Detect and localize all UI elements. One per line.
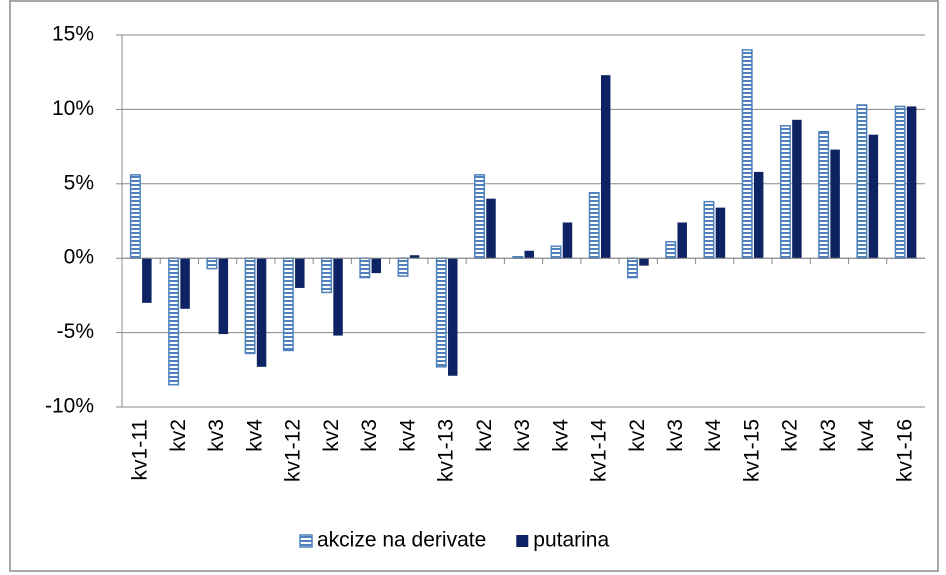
bar	[792, 119, 802, 259]
bar	[371, 258, 382, 274]
y-tick-label: -5%	[57, 320, 94, 343]
x-tick-label: kv1-13	[435, 419, 458, 482]
bar	[550, 245, 562, 259]
x-tick-label: kv1-15	[740, 419, 763, 482]
bar	[206, 257, 218, 270]
x-tick-label: kv4	[549, 419, 572, 452]
bar	[753, 171, 764, 259]
bar	[524, 250, 534, 259]
bar	[282, 257, 294, 352]
bar	[435, 257, 447, 368]
bar	[562, 222, 573, 259]
bar	[486, 198, 496, 259]
legend-label: putarina	[533, 529, 609, 552]
x-tick-label: kv2	[779, 419, 802, 452]
bar	[409, 255, 420, 259]
bar	[359, 257, 371, 279]
x-tick-label: kv1-11	[129, 419, 152, 480]
x-tick-label: kv4	[396, 419, 419, 452]
bar	[639, 258, 649, 266]
bar	[703, 200, 715, 259]
bar	[168, 257, 180, 386]
bar	[397, 257, 409, 277]
x-tick-label: kv3	[205, 419, 228, 452]
bar	[129, 174, 141, 259]
x-tick-label: kv1-16	[893, 419, 916, 482]
y-tick-label: 5%	[64, 171, 94, 194]
bar	[180, 258, 190, 309]
bar	[321, 257, 333, 294]
bar	[779, 125, 791, 259]
x-tick-label: kv3	[817, 419, 840, 452]
bar	[626, 257, 638, 279]
bar	[856, 104, 868, 259]
chart-frame	[9, 0, 939, 572]
bar	[830, 149, 840, 259]
x-tick-label: kv1-12	[282, 419, 305, 482]
bar	[333, 258, 343, 336]
x-tick-label: kv2	[473, 419, 496, 452]
bar	[142, 258, 152, 303]
x-tick-label: kv4	[243, 419, 266, 452]
x-tick-label: kv2	[626, 419, 649, 452]
x-tick-label: kv3	[664, 419, 687, 452]
bar	[818, 130, 830, 259]
y-tick-label: 10%	[52, 97, 94, 120]
legend-label: akcize na derivate	[317, 529, 486, 552]
bar	[741, 49, 753, 259]
y-tick-label: 0%	[64, 246, 94, 269]
x-tick-label: kv3	[358, 419, 381, 452]
bar	[256, 258, 267, 367]
x-tick-label: kv1-14	[588, 419, 611, 482]
x-tick-label: kv2	[167, 419, 190, 452]
bar	[244, 257, 256, 355]
bar	[295, 258, 305, 288]
x-tick-label: kv3	[511, 419, 534, 452]
bar	[677, 222, 687, 259]
bar	[906, 106, 917, 259]
x-tick-label: kv2	[320, 419, 343, 452]
bar	[894, 105, 906, 259]
x-tick-label: kv4	[855, 419, 878, 452]
x-tick-label: kv4	[702, 419, 725, 452]
bar	[715, 207, 726, 259]
bar	[448, 258, 458, 376]
legend-swatch	[299, 534, 313, 548]
bar	[218, 258, 229, 335]
bar	[588, 191, 600, 259]
y-tick-label: 15%	[52, 23, 94, 46]
legend-swatch	[516, 535, 529, 547]
y-tick-label: -10%	[45, 395, 94, 418]
bar	[868, 134, 879, 259]
bar	[600, 75, 611, 259]
bar	[474, 174, 486, 259]
bar	[665, 241, 677, 259]
